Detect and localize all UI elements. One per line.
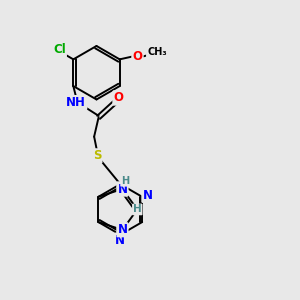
Text: N: N	[142, 189, 152, 202]
Text: Cl: Cl	[53, 43, 66, 56]
Text: N: N	[115, 234, 125, 247]
Text: N: N	[115, 234, 125, 247]
Text: O: O	[133, 50, 142, 63]
Text: N: N	[117, 182, 128, 196]
Text: H: H	[121, 176, 129, 186]
Text: CH₃: CH₃	[147, 47, 167, 57]
Text: S: S	[93, 149, 101, 162]
Text: H: H	[133, 204, 142, 214]
Text: NH: NH	[66, 96, 86, 109]
Text: H: H	[121, 176, 129, 186]
Text: Cl: Cl	[53, 43, 66, 56]
Text: CH₃: CH₃	[147, 47, 167, 57]
Text: O: O	[113, 92, 124, 104]
Text: S: S	[93, 149, 101, 162]
Text: N: N	[117, 182, 128, 196]
Text: NH: NH	[66, 96, 86, 109]
Text: N: N	[117, 224, 128, 236]
Text: N: N	[142, 189, 152, 202]
Text: O: O	[133, 50, 142, 63]
Text: N: N	[117, 224, 128, 236]
Text: O: O	[113, 92, 124, 104]
